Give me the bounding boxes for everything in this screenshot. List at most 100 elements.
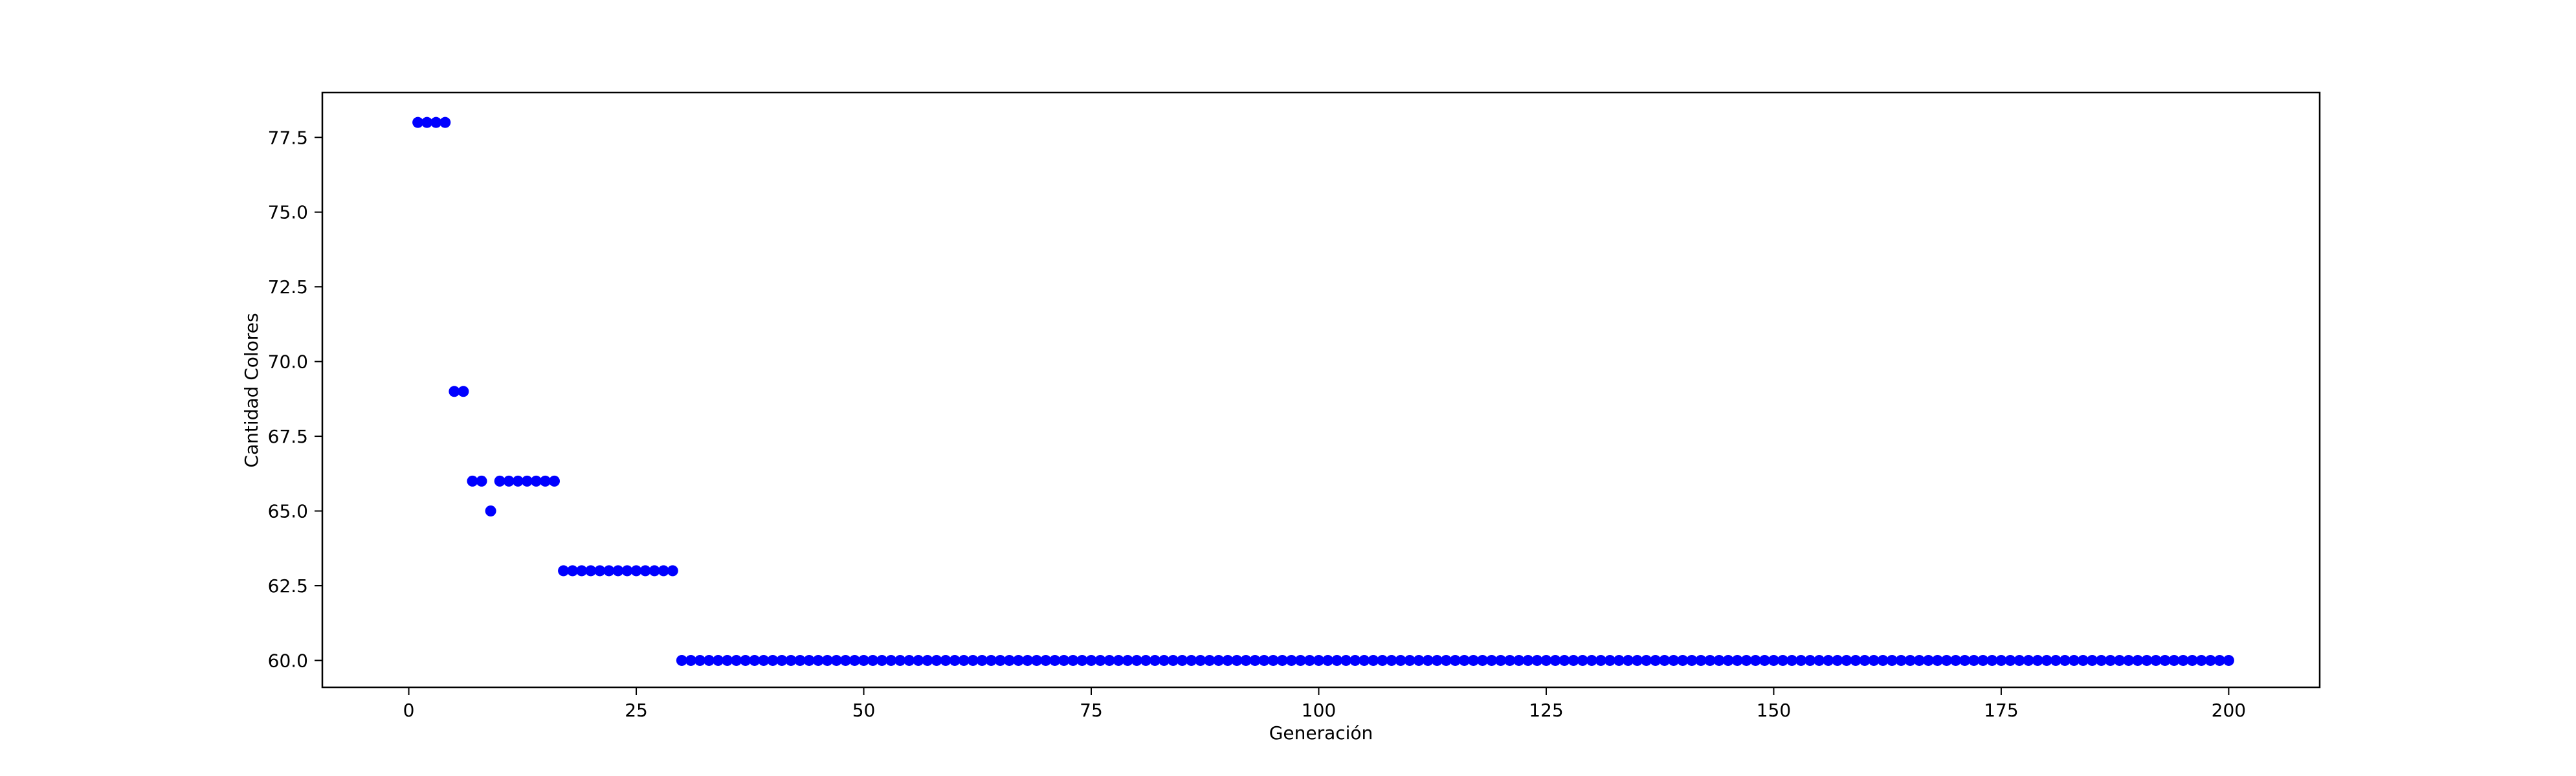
data-point [2059,654,2071,666]
data-point [1395,654,1406,666]
data-point [1749,654,1761,666]
data-point [2068,654,2080,666]
x-axis-label: Generación [1269,722,1373,744]
data-point [1668,654,1680,666]
y-tick-label: 62.5 [268,575,308,597]
data-point [958,654,970,666]
data-point [849,654,860,666]
y-tick-label: 70.0 [268,351,308,373]
data-point [1431,654,1443,666]
x-tick-label: 100 [1302,700,1336,721]
data-point [1131,654,1142,666]
data-point [858,654,870,666]
data-point [1049,654,1061,666]
y-tick-label: 67.5 [268,426,308,447]
data-point [512,475,524,487]
data-point [1094,654,1106,666]
data-point [731,654,742,666]
data-point [722,654,733,666]
data-point [876,654,888,666]
data-point [1713,654,1725,666]
data-point [2195,654,2207,666]
data-point [1941,654,1953,666]
data-point [885,654,897,666]
data-point [1013,654,1025,666]
data-point [839,654,851,666]
data-point [2168,654,2180,666]
data-point [630,565,642,577]
data-point [1377,654,1388,666]
data-point [1294,654,1306,666]
data-point [922,654,933,666]
data-point [1258,654,1270,666]
y-tick-label: 65.0 [268,501,308,522]
data-point [1531,654,1543,666]
data-point [449,386,460,397]
data-point [1313,654,1324,666]
data-point [1085,654,1097,666]
data-point [1458,654,1470,666]
data-point [676,654,687,666]
data-point [1586,654,1597,666]
data-point [949,654,960,666]
data-point [2150,654,2162,666]
data-point [830,654,842,666]
data-point [2177,654,2189,666]
data-point [1568,654,1579,666]
data-point [1549,654,1561,666]
data-point [1195,654,1206,666]
data-point [1331,654,1343,666]
data-point [985,654,997,666]
data-point [740,654,751,666]
data-point [1922,654,1934,666]
data-points [412,116,2234,666]
data-point [2087,654,2098,666]
data-point [1859,654,1871,666]
data-point [1267,654,1279,666]
data-point [1577,654,1588,666]
data-point [467,475,478,487]
data-point [1786,654,1798,666]
x-axis-ticks: 0 25 50 75 100 125 150 175 200 [403,687,2246,721]
data-point [1795,654,1807,666]
data-point [1404,654,1416,666]
x-tick-label: 50 [852,700,876,721]
data-point [2204,654,2216,666]
data-point [1895,654,1907,666]
data-point [749,654,761,666]
data-point [776,654,788,666]
data-point [1559,654,1570,666]
x-tick-label: 125 [1529,700,1563,721]
data-point [1249,654,1261,666]
data-point [1022,654,1034,666]
data-point [785,654,797,666]
data-point [1495,654,1507,666]
x-tick-label: 75 [1080,700,1103,721]
data-point [1623,654,1634,666]
data-point [1868,654,1880,666]
data-point [594,565,606,577]
data-point [1477,654,1489,666]
data-point [2004,654,2016,666]
data-point [913,654,924,666]
data-point [2096,654,2107,666]
data-point [1704,654,1716,666]
data-point [1113,654,1124,666]
data-point [1595,654,1606,666]
data-point [1076,654,1088,666]
data-point [1231,654,1243,666]
data-point [1349,654,1361,666]
data-point [1986,654,1998,666]
data-point [2186,654,2198,666]
data-point [1168,654,1179,666]
data-point [658,565,669,577]
data-point [1204,654,1216,666]
data-point [940,654,951,666]
data-point [1695,654,1707,666]
data-point [1650,654,1661,666]
data-point [1513,654,1525,666]
data-point [458,386,469,397]
data-point [1632,654,1643,666]
data-point [967,654,979,666]
